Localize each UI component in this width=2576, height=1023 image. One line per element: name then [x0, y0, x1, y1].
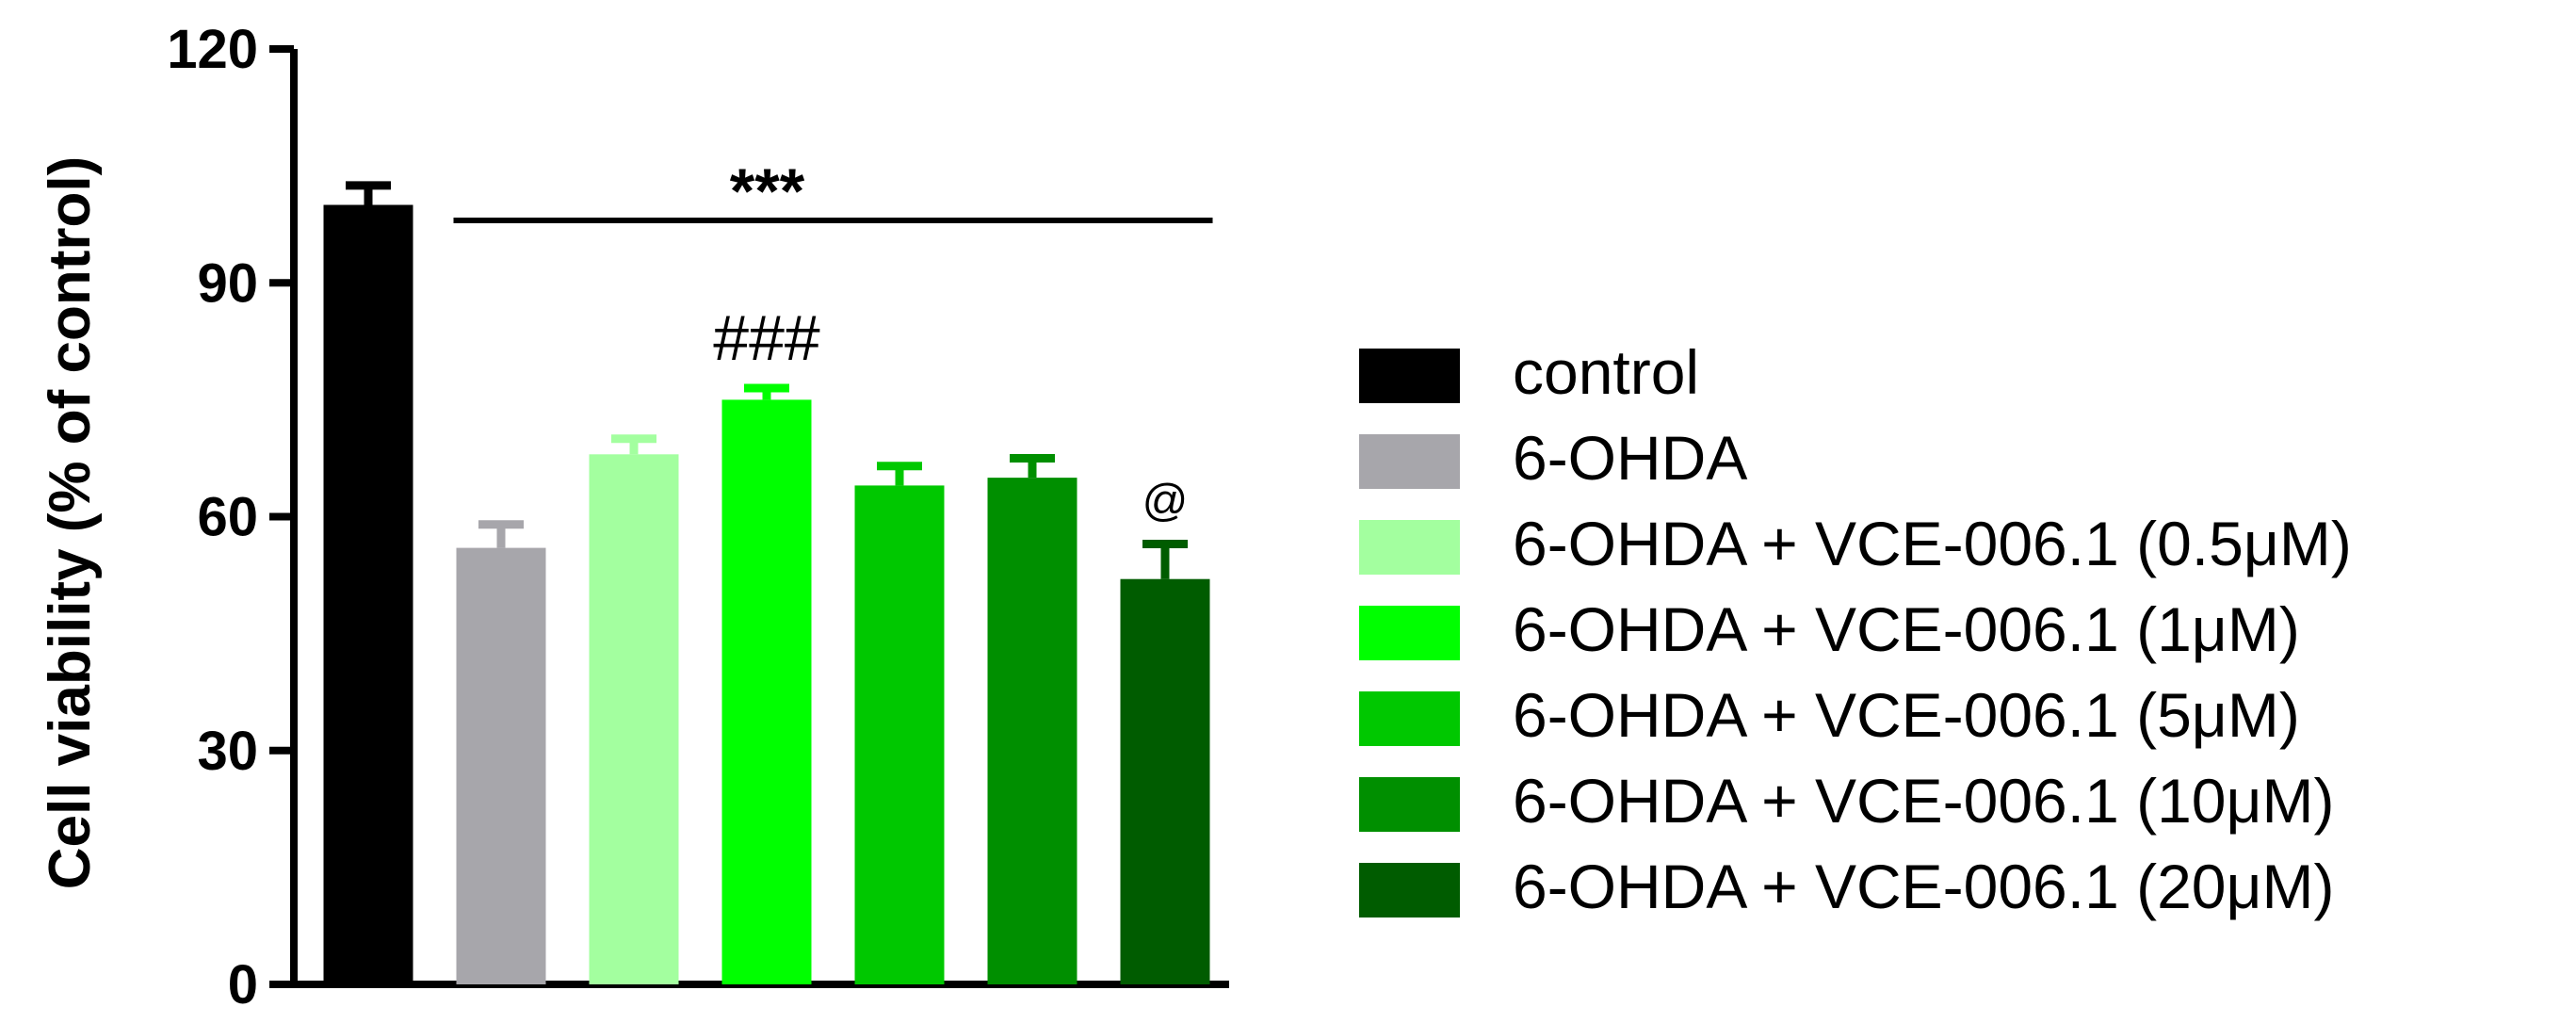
legend-label: 6-OHDA + VCE-006.1 (5μM) [1513, 680, 2300, 750]
annotation-label: @ [1142, 476, 1189, 526]
y-tick-label: 120 [167, 19, 258, 80]
legend-swatch [1359, 349, 1460, 403]
legend-swatch [1359, 434, 1460, 489]
y-axis-label: Cell viability (% of control) [38, 156, 103, 890]
significance-label: *** [730, 155, 805, 227]
bar [1120, 578, 1210, 984]
legend-label: 6-OHDA + VCE-006.1 (1μM) [1513, 594, 2300, 664]
y-axis: 0 30 60 90 120 [167, 19, 1229, 1015]
legend-swatch [1359, 520, 1460, 575]
legend-label: control [1513, 337, 1699, 407]
bar [589, 454, 679, 984]
legend-swatch [1359, 777, 1460, 832]
legend-label: 6-OHDA [1513, 423, 1747, 493]
annotation-label: ### [713, 302, 820, 374]
y-tick-label: 0 [228, 954, 258, 1015]
y-tick-label: 30 [197, 721, 258, 782]
bar [987, 478, 1077, 984]
bar [323, 204, 413, 984]
bar [854, 485, 945, 984]
bar [456, 547, 546, 984]
legend-swatch [1359, 863, 1460, 917]
y-tick-label: 90 [197, 252, 258, 314]
legend-label: 6-OHDA + VCE-006.1 (20μM) [1513, 852, 2335, 921]
legend-label: 6-OHDA + VCE-006.1 (0.5μM) [1513, 509, 2352, 578]
legend-swatch [1359, 691, 1460, 746]
bars [323, 181, 1210, 984]
bar [721, 399, 812, 984]
legend-swatch [1359, 606, 1460, 660]
legend-label: 6-OHDA + VCE-006.1 (10μM) [1513, 766, 2335, 836]
annotations: *** ### @ [453, 155, 1213, 526]
legend: control 6-OHDA 6-OHDA + VCE-006.1 (0.5μM) 6… [1359, 337, 2352, 921]
y-tick-label: 60 [197, 487, 258, 548]
